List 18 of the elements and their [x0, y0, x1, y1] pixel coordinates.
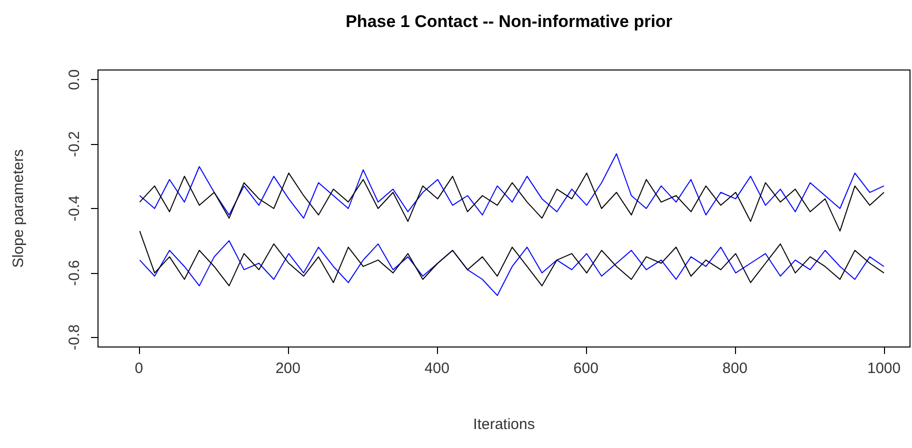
y-axis-title: Slope parameters: [10, 149, 27, 268]
x-tick-label: 600: [573, 360, 598, 377]
y-tick-label: -0.2: [66, 131, 83, 158]
y-tick-label: 0.0: [66, 69, 83, 90]
x-tick-label: 400: [424, 360, 450, 377]
x-tick-label: 0: [134, 360, 144, 377]
y-tick-label: -0.4: [66, 196, 83, 222]
line-series: [139, 240, 884, 296]
y-tick-label: -0.8: [66, 324, 83, 350]
line-series: [139, 172, 884, 232]
line-series: [139, 230, 884, 286]
x-axis-title: Iterations: [473, 416, 535, 433]
line-series: [139, 153, 884, 219]
chart-title: Phase 1 Contact -- Non-informative prior: [346, 12, 673, 31]
x-tick-label: 1000: [867, 360, 901, 377]
x-tick-label: 800: [722, 360, 748, 377]
y-tick-label: -0.6: [66, 260, 83, 286]
x-tick-label: 200: [275, 360, 300, 377]
